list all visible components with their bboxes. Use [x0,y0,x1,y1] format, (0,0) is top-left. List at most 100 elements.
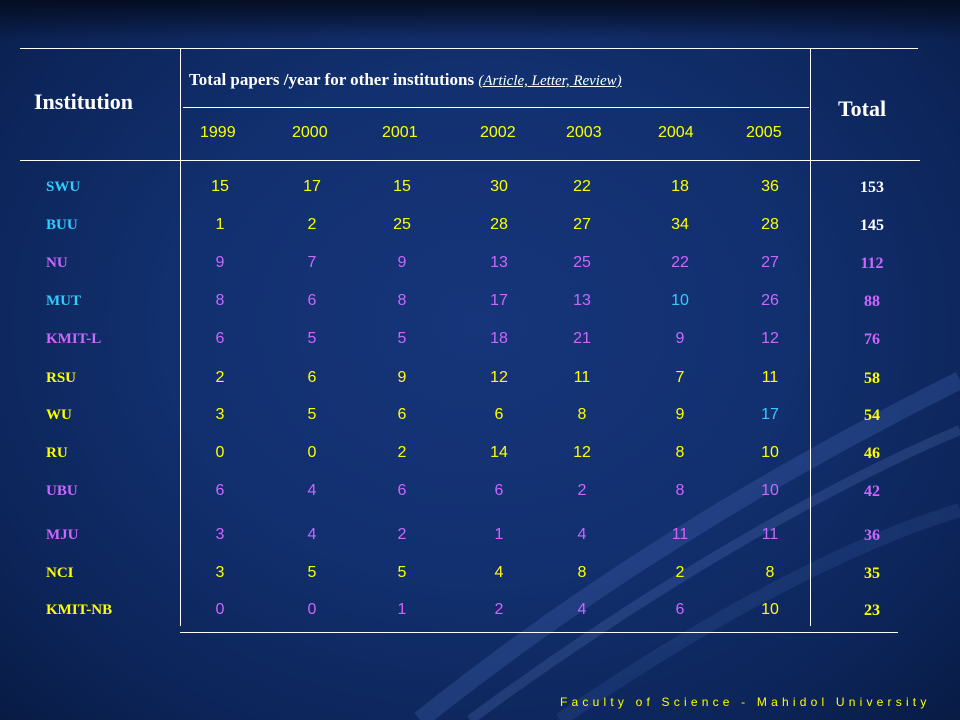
year-header-2005: 2005 [746,124,782,141]
cell-2002: 12 [490,369,508,386]
row-total: 58 [864,370,880,387]
cell-1999: 1 [215,216,225,233]
footer-affiliation: Faculty of Science - Mahidol University [560,695,931,709]
papers-header: Total papers /year for other institution… [189,70,622,90]
cell-2003: 8 [577,406,587,423]
row-total: 76 [864,331,880,348]
cell-2004: 18 [671,178,689,195]
cell-2005: 11 [761,526,779,543]
cell-2002: 14 [490,444,508,461]
institution-name: MJU [46,527,79,543]
cell-1999: 15 [211,178,229,195]
institution-name: NU [46,255,68,271]
total-header: Total [838,96,887,121]
cell-2004: 11 [671,526,689,543]
cell-2004: 22 [671,254,689,271]
column-divider-right [810,48,811,626]
year-header-2002: 2002 [480,124,516,141]
cell-2005: 36 [761,178,779,195]
cell-2005: 12 [761,330,779,347]
cell-2001: 15 [393,178,411,195]
cell-2001: 5 [397,564,407,581]
cell-1999: 9 [215,254,225,271]
cell-2003: 4 [577,601,587,618]
cell-2001: 5 [397,330,407,347]
cell-2004: 7 [675,369,685,386]
institution-name: RSU [46,370,77,386]
cell-2001: 9 [397,254,407,271]
institution-name: MUT [46,293,81,309]
cell-2004: 9 [675,406,685,423]
cell-2002: 18 [490,330,508,347]
cell-2002: 1 [494,526,504,543]
cell-2003: 8 [577,564,587,581]
papers-title: Total papers /year for other institution… [189,70,475,89]
year-header-rule [183,107,809,108]
cell-2004: 8 [675,444,685,461]
institution-header: Institution [34,89,134,114]
cell-2000: 0 [307,601,317,618]
cell-2004: 10 [671,292,689,309]
cell-2004: 8 [675,482,685,499]
cell-1999: 0 [215,444,225,461]
cell-2005: 8 [765,564,775,581]
header-bottom-rule [20,160,920,161]
cell-2004: 9 [675,330,685,347]
cell-2000: 5 [307,406,317,423]
cell-2002: 2 [494,601,504,618]
row-total: 153 [860,179,884,196]
institution-name: WU [46,407,72,423]
cell-2001: 8 [397,292,407,309]
cell-2005: 28 [761,216,779,233]
row-total: 54 [864,407,880,424]
cell-2005: 11 [761,369,779,386]
row-total: 145 [860,217,884,234]
cell-2004: 34 [671,216,689,233]
cell-2000: 5 [307,330,317,347]
cell-1999: 3 [215,564,225,581]
cell-2005: 10 [761,601,779,618]
cell-2001: 6 [397,482,407,499]
institution-name: RU [46,445,68,461]
cell-2003: 25 [573,254,591,271]
cell-2002: 13 [490,254,508,271]
top-shade [0,0,960,40]
cell-2002: 17 [490,292,508,309]
cell-2004: 2 [675,564,685,581]
cell-2003: 13 [573,292,591,309]
institution-name: SWU [46,179,81,195]
cell-2005: 10 [761,482,779,499]
cell-2002: 30 [490,178,508,195]
cell-2001: 1 [397,601,407,618]
cell-2002: 4 [494,564,504,581]
row-total: 46 [864,445,880,462]
cell-2003: 27 [573,216,591,233]
cell-2003: 21 [573,330,591,347]
cell-2005: 17 [761,406,779,423]
cell-2001: 2 [397,444,407,461]
cell-2000: 6 [307,369,317,386]
cell-2002: 28 [490,216,508,233]
cell-2001: 25 [393,216,411,233]
institution-name: NCI [46,565,74,581]
cell-2003: 22 [573,178,591,195]
row-total: 112 [860,255,884,272]
cell-1999: 0 [215,601,225,618]
institution-name: UBU [46,483,78,499]
cell-1999: 6 [215,330,225,347]
institution-name: BUU [46,217,78,233]
year-header-2000: 2000 [292,124,328,141]
cell-2005: 10 [761,444,779,461]
table-top-rule [20,48,918,49]
cell-1999: 8 [215,292,225,309]
row-total: 88 [864,293,880,310]
cell-2000: 17 [303,178,321,195]
cell-2004: 6 [675,601,685,618]
row-total: 36 [864,527,880,544]
cell-2001: 2 [397,526,407,543]
cell-2002: 6 [494,406,504,423]
year-header-1999: 1999 [200,124,236,141]
cell-2000: 7 [307,254,317,271]
year-header-2003: 2003 [566,124,602,141]
